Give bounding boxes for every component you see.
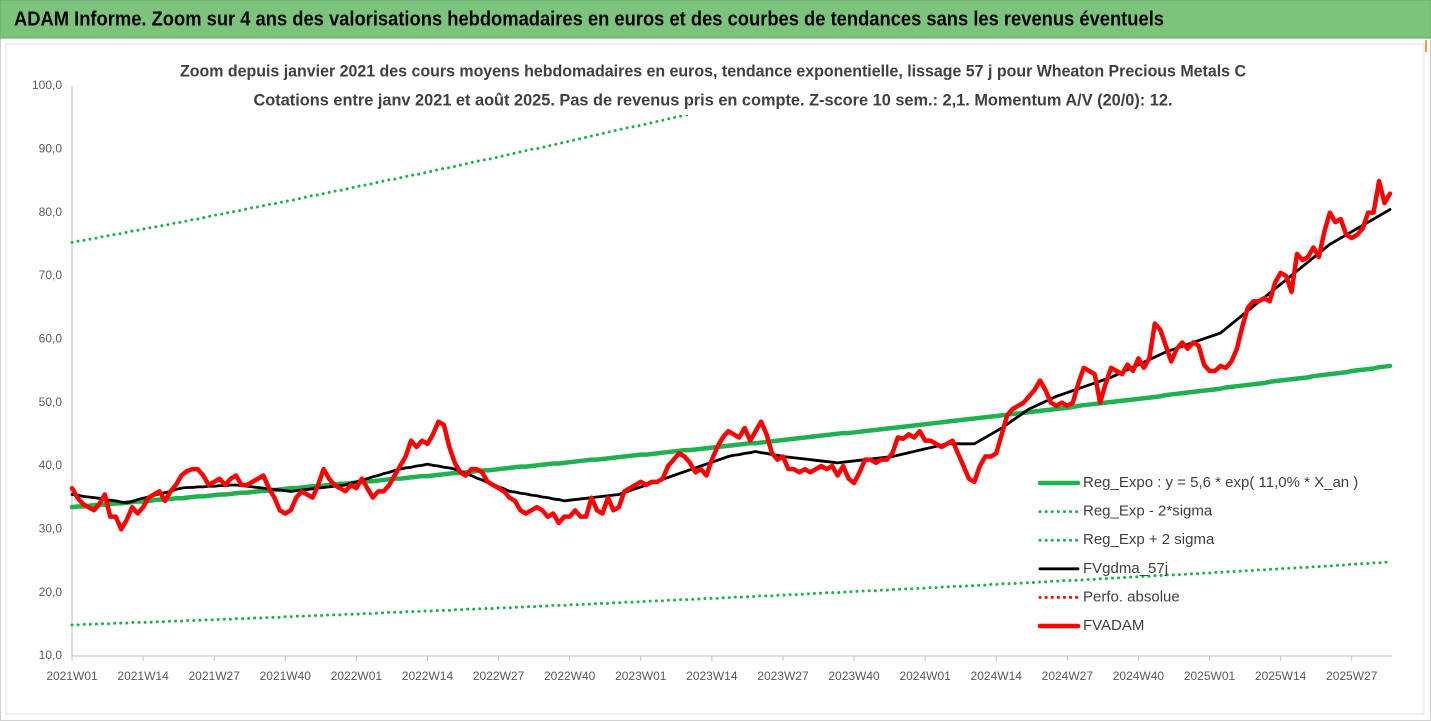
y-tick-label: 40,0 (39, 458, 63, 472)
y-tick-label: 70,0 (39, 268, 63, 282)
title-box (170, 53, 1255, 115)
y-tick-label: 90,0 (39, 142, 63, 156)
chart-title: Zoom depuis janvier 2021 des cours moyen… (180, 61, 1246, 80)
x-tick-label: 2023W14 (686, 669, 738, 683)
legend-label: FVgdma_57j (1083, 560, 1168, 577)
x-tick-label: 2025W01 (1184, 669, 1236, 683)
legend-label: Reg_Exp - 2*sigma (1083, 503, 1213, 520)
x-tick-label: 2022W14 (402, 669, 454, 683)
x-tick-label: 2025W27 (1326, 669, 1378, 683)
x-tick-label: 2021W40 (260, 669, 312, 683)
y-tick-label: 80,0 (39, 205, 63, 219)
chart-frame (5, 43, 1425, 715)
x-tick-label: 2021W27 (189, 669, 241, 683)
plot-lines (69, 86, 1393, 627)
x-tick-label: 2023W40 (828, 669, 880, 683)
x-tick-label: 2024W40 (1113, 669, 1165, 683)
y-tick-label: 20,0 (39, 585, 63, 599)
series-line (69, 178, 1393, 532)
x-tick-label: 2022W40 (544, 669, 596, 683)
y-tick-label: 100,0 (32, 78, 62, 92)
x-tick-label: 2025W14 (1255, 669, 1307, 683)
y-tick-label: 10,0 (39, 648, 63, 662)
legend-label: FVADAM (1083, 617, 1144, 634)
series-line (70, 560, 1392, 627)
series-line (69, 363, 1393, 510)
series-line (70, 208, 1392, 505)
x-tick-label: 2022W27 (473, 669, 525, 683)
y-tick-label: 60,0 (39, 332, 63, 346)
y-tick-label: 30,0 (39, 522, 63, 536)
chart-subtitle: Cotations entre janv 2021 et août 2025. … (254, 90, 1173, 109)
header-title: ADAM Informe. Zoom sur 4 ans des valoris… (14, 8, 1164, 30)
x-tick-label: 2022W01 (331, 669, 383, 683)
x-tick-label: 2021W14 (117, 669, 169, 683)
x-tick-label: 2023W27 (757, 669, 809, 683)
header-bar (0, 0, 1431, 39)
legend-label: Reg_Expo : y = 5,6 * exp( 11,0% * X_an ) (1083, 474, 1358, 491)
x-tick-label: 2024W14 (971, 669, 1023, 683)
x-tick-label: 2021W01 (46, 669, 98, 683)
legend-label: Reg_Exp + 2 sigma (1083, 531, 1215, 548)
y-tick-label: 50,0 (39, 395, 63, 409)
x-tick-label: 2024W27 (1042, 669, 1094, 683)
x-tick-label: 2024W01 (899, 669, 951, 683)
legend-label: Perfo. absolue (1083, 588, 1180, 605)
x-tick-label: 2023W01 (615, 669, 667, 683)
